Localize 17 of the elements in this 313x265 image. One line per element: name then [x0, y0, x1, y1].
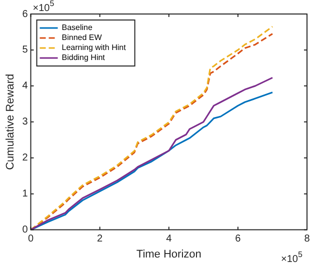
x-tick-label: 4	[166, 234, 172, 245]
x-axis-title: Time Horizon	[136, 248, 202, 260]
legend-label: Learning with Hint	[62, 43, 127, 52]
legend-label: Bidding Hint	[62, 53, 106, 62]
y-tick-label: 2	[22, 152, 28, 164]
y-tick-label: 3	[22, 116, 28, 128]
y-tick-label: 1	[22, 188, 28, 200]
legend-label: Binned EW	[62, 33, 102, 42]
y-axis-title: Cumulative Reward	[4, 74, 17, 170]
x-tick-label: 2	[97, 234, 104, 245]
y-tick-label: 4	[22, 80, 28, 92]
y-tick-label: 0	[22, 224, 28, 236]
x-tick-label: 8	[304, 234, 310, 245]
y-tick-label: 5	[22, 44, 28, 56]
y-tick-label: 6	[22, 8, 28, 20]
legend-label: Baseline	[62, 23, 93, 32]
x-tick-label: 6	[235, 234, 242, 245]
